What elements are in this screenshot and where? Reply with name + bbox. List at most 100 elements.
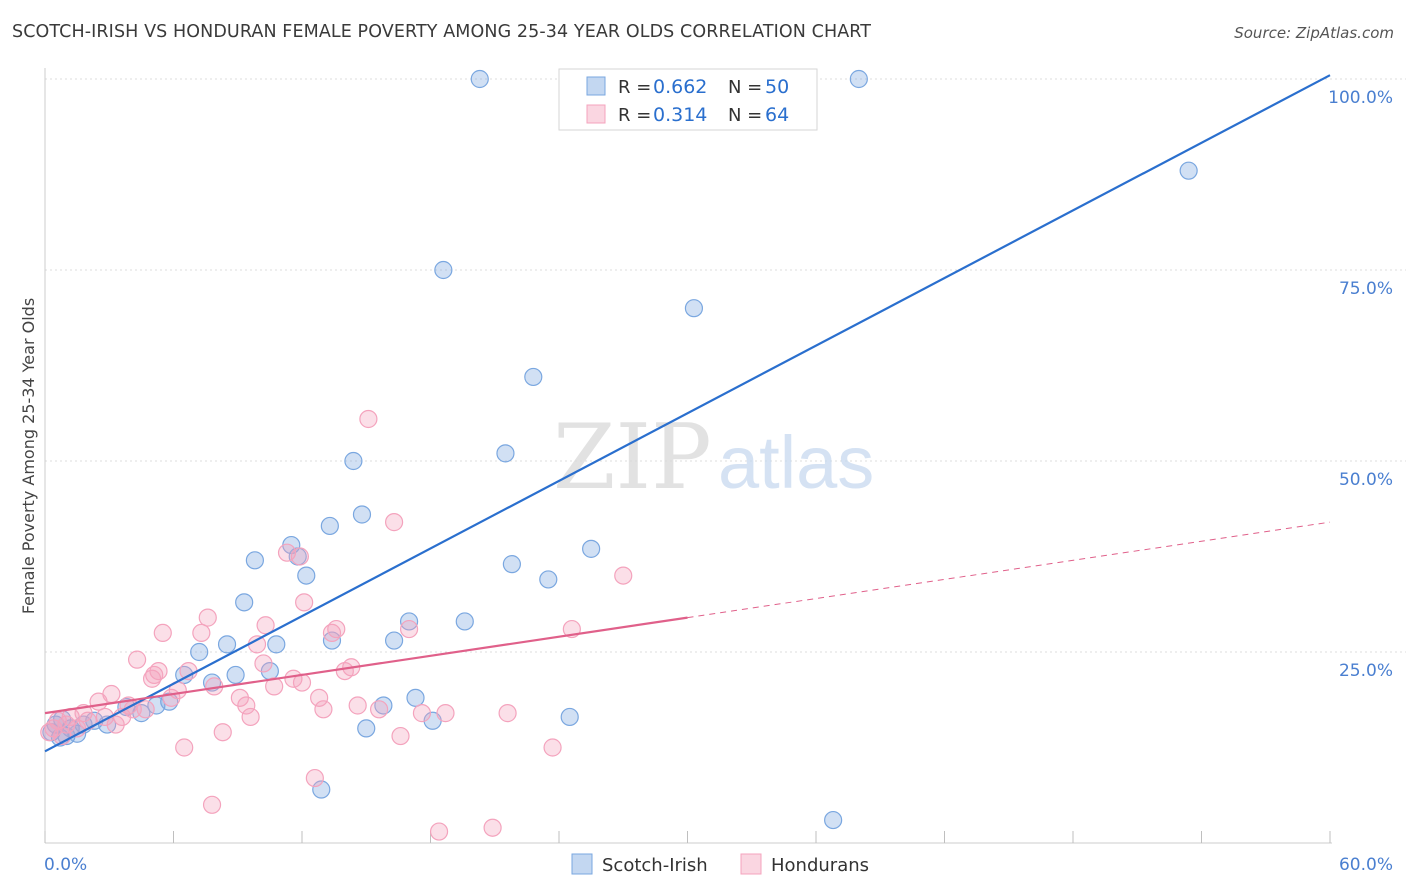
series-legend-label: Hondurans: [771, 855, 869, 876]
scotch-irish-point: [312, 780, 331, 799]
honduran-point: [498, 704, 517, 723]
honduran-point: [483, 818, 502, 837]
r-value: 0.314: [653, 104, 707, 126]
honduran-point: [614, 566, 633, 585]
scotch-irish-point: [582, 539, 601, 558]
honduran-point: [359, 409, 378, 429]
honduran-point: [127, 650, 147, 669]
y-tick-label: 75.0%: [1339, 279, 1393, 299]
series-legend: Scotch-Irish Hondurans: [571, 853, 869, 876]
honduran-point: [247, 635, 267, 654]
scotch-irish-point: [352, 505, 372, 524]
y-tick-label: 25.0%: [1339, 661, 1393, 681]
watermark-atlas: atlas: [718, 421, 874, 504]
scotch-irish-point: [217, 635, 237, 654]
honduran-point: [436, 704, 455, 723]
honduran-point: [192, 623, 211, 643]
scotch-irish-point: [1179, 161, 1198, 180]
honduran-point: [370, 700, 389, 719]
honduran-point: [384, 513, 404, 532]
series-legend-swatch: [740, 853, 762, 875]
honduran-point: [230, 688, 249, 707]
honduran-point: [399, 619, 419, 639]
stats-legend: R = 0.662 N = 50 R = 0.314 N = 64: [558, 68, 818, 131]
honduran-point: [175, 738, 194, 757]
honduran-trend-extension: [687, 521, 1331, 619]
scotch-irish-point: [434, 260, 453, 280]
scotch-irish-point: [560, 707, 579, 727]
r-label: R =: [618, 105, 651, 126]
watermark-zip: ZIP: [553, 405, 712, 510]
stats-legend-swatch: [586, 76, 606, 96]
honduran-point: [254, 654, 273, 673]
honduran-point: [136, 700, 155, 719]
scotch-irish-point: [399, 612, 419, 631]
scotch-irish-point: [824, 810, 843, 830]
honduran-point: [265, 677, 284, 696]
honduran-point: [213, 723, 232, 742]
honduran-point: [327, 619, 346, 639]
axes: [44, 68, 1332, 844]
honduran-point: [237, 696, 256, 715]
honduran-point: [198, 608, 217, 627]
honduran-point: [543, 738, 562, 757]
scotch-irish-point: [455, 612, 474, 631]
n-label: N =: [728, 77, 762, 98]
scotch-irish-point: [539, 570, 558, 589]
scotch-irish-trend-line: [44, 74, 1331, 753]
n-value: 64: [765, 104, 789, 126]
honduran-point: [241, 707, 260, 727]
r-label: R =: [618, 77, 651, 98]
scotch-irish-point: [406, 688, 425, 707]
scotch-irish-point: [470, 69, 489, 89]
honduran-point: [348, 696, 367, 715]
scotch-irish-point: [524, 367, 543, 387]
scotch-irish-point: [235, 593, 254, 612]
honduran-point: [314, 700, 333, 719]
x-tick-label: 60.0%: [1339, 855, 1393, 875]
honduran-trend-line: [44, 616, 688, 715]
tick-labels: 25.0% 50.0% 75.0% 100.0% 0.0% 60.0%: [44, 88, 1393, 875]
x-tick-label: 0.0%: [44, 855, 87, 875]
n-value: 50: [765, 76, 789, 98]
scotch-irish-point: [267, 635, 286, 654]
y-tick-label: 50.0%: [1339, 470, 1393, 490]
scotch-irish-point: [344, 451, 363, 471]
r-value: 0.662: [653, 76, 707, 98]
honduran-point: [290, 547, 309, 566]
chart-title: SCOTCH-IRISH VS HONDURAN FEMALE POVERTY …: [12, 22, 872, 42]
scotch-irish-point: [496, 444, 515, 463]
scotch-irish-point: [357, 719, 376, 738]
honduran-point: [102, 684, 121, 704]
honduran-point: [391, 726, 410, 746]
scotch-irish-point: [245, 551, 264, 570]
scotch-irish-point: [684, 299, 704, 318]
honduran-point: [429, 822, 449, 841]
source-credit: Source: ZipAtlas.com: [1234, 24, 1394, 42]
scotch-irish-point: [502, 555, 521, 574]
stats-legend-swatch: [586, 104, 606, 124]
honduran-point: [142, 669, 162, 688]
honduran-point: [310, 688, 329, 707]
scotch-irish-point: [190, 642, 209, 662]
scotch-irish-point: [384, 631, 404, 650]
stats-legend-box: [558, 68, 818, 131]
y-tick-label: 100.0%: [1328, 88, 1393, 108]
data-points: [40, 69, 1198, 841]
scotch-irish-point: [322, 631, 342, 650]
series-legend-swatch: [571, 853, 593, 875]
honduran-point: [202, 795, 222, 814]
n-label: N =: [728, 105, 762, 126]
scotch-irish-point: [297, 566, 316, 585]
honduran-point: [305, 768, 324, 788]
honduran-point: [149, 661, 168, 681]
honduran-point: [106, 715, 125, 734]
scotch-irish-point: [849, 69, 868, 89]
honduran-point: [153, 623, 172, 643]
honduran-point: [295, 593, 314, 612]
honduran-point: [412, 704, 432, 723]
honduran-point: [256, 616, 275, 635]
y-axis-label: Female Poverty Among 25-34 Year Olds: [19, 298, 38, 614]
watermark: ZIP atlas: [553, 405, 874, 510]
